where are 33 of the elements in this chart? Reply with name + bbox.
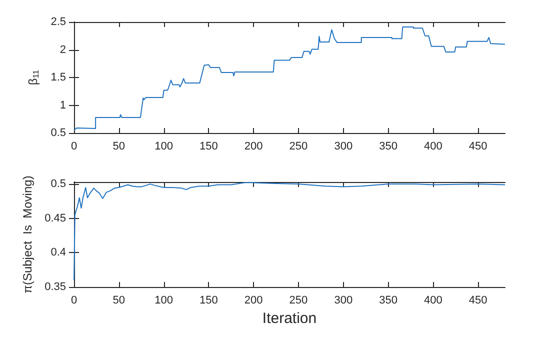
y-tick-label: 2: [60, 44, 66, 56]
line-series: [74, 26, 506, 131]
x-tick-label: 50: [112, 140, 126, 152]
y-tick-label: 2.5: [50, 16, 66, 28]
x-tick-label: 150: [200, 140, 218, 152]
y-axis-title: β11: [26, 69, 40, 86]
x-tick-label: 250: [289, 294, 308, 306]
x-tick-label: 350: [379, 140, 398, 152]
x-tick-label: 300: [334, 140, 353, 152]
y-tick-label: 0.5: [50, 127, 66, 139]
y-tick-label: 1: [60, 99, 66, 112]
y-tick-label: 0.45: [44, 212, 66, 224]
y-tick-label: 1.5: [50, 72, 66, 84]
x-tick-label: 400: [424, 294, 442, 306]
x-tick-label: 450: [468, 140, 488, 152]
x-tick-label: 150: [200, 294, 218, 306]
y-tick-label: 0.5: [50, 178, 66, 190]
x-tick-label: 100: [154, 140, 173, 152]
y-axis-title: π(Subject Is Moving): [20, 176, 35, 294]
x-tick-label: 0: [70, 294, 78, 306]
x-axis-title: Iteration: [262, 310, 317, 327]
x-tick-label: 250: [289, 140, 308, 152]
x-tick-label: 0: [70, 140, 78, 152]
x-tick-label: 350: [379, 294, 398, 306]
y-tick-label: 0.35: [44, 281, 66, 293]
y-tick-label: 0.4: [50, 246, 66, 259]
x-tick-label: 300: [334, 294, 353, 306]
x-tick-label: 400: [424, 140, 442, 152]
x-tick-label: 450: [468, 294, 488, 306]
x-tick-label: 200: [244, 294, 263, 306]
x-tick-label: 50: [112, 294, 126, 306]
x-tick-label: 200: [244, 140, 263, 152]
x-tick-label: 100: [154, 294, 173, 306]
